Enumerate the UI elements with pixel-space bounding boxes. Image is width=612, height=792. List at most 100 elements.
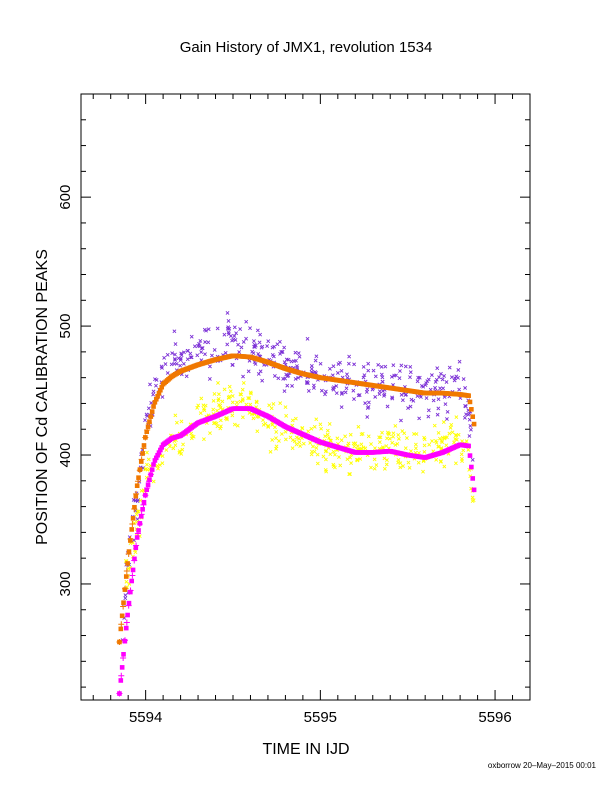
scatter-point bbox=[199, 350, 204, 354]
scatter-point bbox=[297, 440, 302, 445]
scatter-point bbox=[218, 418, 223, 423]
scatter-point bbox=[323, 392, 327, 397]
scatter-point bbox=[212, 392, 217, 396]
scatter-point bbox=[146, 457, 151, 462]
scatter-point bbox=[258, 332, 263, 337]
scatter-point bbox=[241, 339, 246, 344]
scatter-point bbox=[373, 394, 378, 399]
scatter-point bbox=[227, 384, 232, 389]
scatter-point bbox=[366, 368, 371, 373]
scatter-point bbox=[173, 352, 177, 357]
scatter-point bbox=[143, 418, 147, 423]
scatter-point bbox=[318, 422, 323, 427]
scatter-point bbox=[366, 400, 371, 405]
scatter-point bbox=[396, 436, 401, 441]
scatter-point bbox=[298, 444, 303, 448]
scatter-point bbox=[334, 391, 339, 396]
scatter-point bbox=[233, 338, 238, 342]
scatter-point bbox=[266, 425, 271, 429]
scatter-point bbox=[201, 406, 206, 411]
scatter-point bbox=[268, 449, 273, 454]
scatter-point bbox=[323, 467, 328, 472]
scatter-point bbox=[390, 440, 395, 445]
scatter-point bbox=[174, 420, 179, 425]
scatter-point bbox=[169, 362, 174, 367]
scatter-point bbox=[203, 403, 208, 408]
trend-point bbox=[153, 396, 159, 402]
scatter-point bbox=[216, 381, 220, 385]
trend-point bbox=[471, 421, 477, 427]
scatter-point bbox=[238, 399, 243, 404]
scatter-point bbox=[449, 422, 454, 427]
scatter-point bbox=[206, 327, 211, 332]
scatter-point bbox=[160, 395, 165, 399]
series-2-points bbox=[116, 353, 477, 645]
scatter-point bbox=[315, 461, 320, 466]
scatter-point bbox=[444, 380, 449, 384]
scatter-point bbox=[409, 449, 413, 454]
scatter-point bbox=[222, 387, 227, 392]
scatter-point bbox=[296, 436, 301, 441]
trend-point bbox=[151, 404, 156, 409]
scatter-point bbox=[294, 442, 299, 447]
scatter-point bbox=[362, 373, 367, 378]
scatter-point bbox=[348, 472, 352, 476]
plus-point bbox=[142, 492, 149, 499]
scatter-point bbox=[195, 353, 200, 358]
scatter-point bbox=[369, 442, 373, 446]
scatter-point bbox=[305, 379, 309, 384]
scatter-point bbox=[323, 449, 328, 454]
scatter-point bbox=[244, 336, 248, 341]
plus-point bbox=[120, 603, 127, 610]
series-1-points bbox=[123, 381, 476, 590]
scatter-point bbox=[292, 439, 297, 444]
scatter-point bbox=[424, 396, 429, 400]
scatter-point bbox=[181, 442, 185, 447]
plus-point bbox=[146, 420, 153, 427]
scatter-point bbox=[441, 420, 446, 425]
scatter-point bbox=[385, 404, 390, 409]
scatter-point bbox=[325, 428, 330, 433]
x-axis-label: TIME IN IJD bbox=[262, 741, 349, 758]
scatter-point bbox=[261, 418, 265, 423]
scatter-point bbox=[309, 367, 314, 371]
scatter-point bbox=[164, 448, 169, 452]
scatter-point bbox=[165, 352, 170, 357]
scatter-point bbox=[216, 392, 221, 397]
trend-point bbox=[470, 476, 476, 481]
scatter-point bbox=[419, 383, 424, 388]
scatter-point bbox=[177, 450, 182, 455]
plus-point bbox=[127, 535, 134, 542]
trend-point bbox=[159, 384, 165, 390]
scatter-point bbox=[278, 401, 283, 406]
scatter-point bbox=[339, 368, 344, 373]
series-0-points bbox=[120, 311, 475, 642]
scatter-point bbox=[422, 443, 427, 448]
scatter-point bbox=[160, 365, 164, 370]
scatter-point bbox=[277, 439, 281, 443]
trend-point bbox=[134, 483, 140, 489]
scatter-point bbox=[466, 447, 471, 452]
trend-point bbox=[136, 475, 141, 480]
plus-point bbox=[147, 413, 154, 420]
scatter-point bbox=[260, 344, 265, 349]
scatter-point bbox=[272, 374, 277, 378]
scatter-point bbox=[199, 396, 204, 401]
scatter-point bbox=[461, 377, 466, 382]
scatter-point bbox=[304, 381, 309, 385]
scatter-point bbox=[471, 498, 476, 503]
scatter-point bbox=[437, 436, 442, 441]
scatter-point bbox=[265, 344, 270, 348]
scatter-point bbox=[391, 431, 396, 436]
scatter-point bbox=[442, 436, 447, 441]
scatter-point bbox=[416, 375, 421, 380]
scatter-point bbox=[198, 411, 203, 416]
scatter-point bbox=[457, 387, 462, 392]
scatter-point bbox=[219, 424, 223, 429]
trend-point bbox=[136, 528, 141, 533]
scatter-point bbox=[156, 466, 160, 471]
series-3-points bbox=[116, 406, 477, 697]
scatter-point bbox=[222, 332, 227, 337]
scatter-point bbox=[216, 397, 221, 401]
scatter-point bbox=[235, 423, 240, 428]
